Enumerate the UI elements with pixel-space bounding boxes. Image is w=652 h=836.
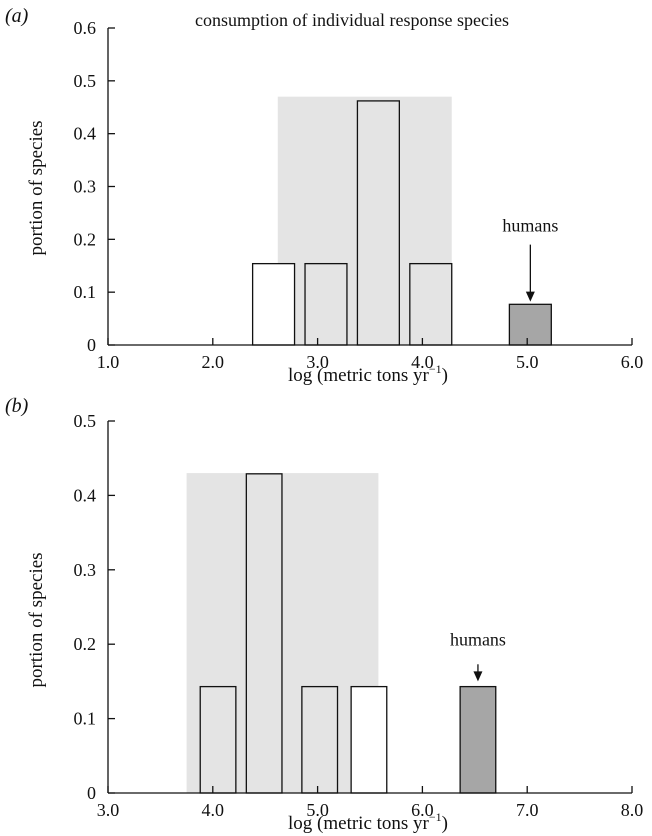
panel-a-y-tick-label: 0.6 [74,18,97,38]
panel-b-humans-arrow-head [473,671,483,682]
panel-a-bar-4 [409,262,453,346]
panel-a-y-tick-label: 0.5 [74,71,97,91]
panel-a-x-tick-label: 1.0 [97,352,120,372]
panel-b-bar-5 [459,685,497,794]
panel-b-x-tick-label: 6.0 [411,800,434,820]
panel-b: (b) portion of species log (metric tons … [5,395,643,834]
panel-a-bar-1 [251,262,296,346]
panel-b-label: (b) [5,395,29,417]
panel-b-x-tick-label: 8.0 [621,800,644,820]
panel-b-y-tick-label: 0.4 [74,485,97,505]
panel-a-x-tick-label: 4.0 [411,352,434,372]
panel-a-x-tick-label: 6.0 [621,352,644,372]
panel-a-y-tick-label: 0.2 [74,229,97,249]
panel-b-bar-2 [245,473,283,794]
panel-b-y-axis-label: portion of species [26,552,47,687]
panel-b-y-tick-label: 0.3 [74,560,97,580]
panel-a-bar-5 [508,303,552,346]
panel-a-y-axis-label: portion of species [26,120,47,255]
panel-b-x-tick-label: 5.0 [306,800,329,820]
panel-a-bar-3 [356,100,400,346]
panel-a-humans-annotation: humans [502,215,558,235]
panel-a-bar-2 [304,262,348,346]
panel-b-y-tick-label: 0.2 [74,634,97,654]
panel-b-x-tick-label: 4.0 [202,800,225,820]
panel-b-y-tick-label: 0.1 [74,709,97,729]
panel-a-humans-arrow-head [525,291,535,302]
panel-b-bar-4 [350,685,388,794]
panel-a: (a) consumption of individual response s… [5,5,643,386]
panel-a-y-tick-label: 0 [87,335,96,355]
panel-a-y-tick-label: 0.1 [74,282,97,302]
panel-a-y-tick-label: 0.4 [74,124,97,144]
panel-a-title: consumption of individual response speci… [195,10,509,30]
panel-b-bar-1 [199,685,237,794]
panel-b-marks: 0 0.1 0.2 0.3 0.4 0.5 3.0 4.0 5.0 6.0 7.0 8.0 humans [74,411,644,820]
panel-b-humans-annotation: humans [450,630,506,650]
panel-a-x-tick-label: 5.0 [516,352,539,372]
panel-a-y-tick-label: 0.3 [74,177,97,197]
panel-a-label: (a) [5,5,29,27]
panel-b-x-axis-label: log (metric tons yr−1) [288,810,448,834]
panel-b-x-tick-label: 3.0 [97,800,120,820]
panel-a-x-tick-label: 3.0 [306,352,329,372]
panel-b-y-tick-label: 0 [87,783,96,803]
panel-a-marks: 0 0.1 0.2 0.3 0.4 0.5 0.6 1.0 2.0 3.0 4.0 5.0 6.0 hum… [74,18,644,372]
panel-a-x-axis-label: log (metric tons yr−1) [288,362,448,386]
panel-b-x-tick-label: 7.0 [516,800,539,820]
panel-b-bar-3 [301,685,339,794]
panel-a-x-tick-label: 2.0 [202,352,225,372]
panel-b-y-tick-label: 0.5 [74,411,97,431]
